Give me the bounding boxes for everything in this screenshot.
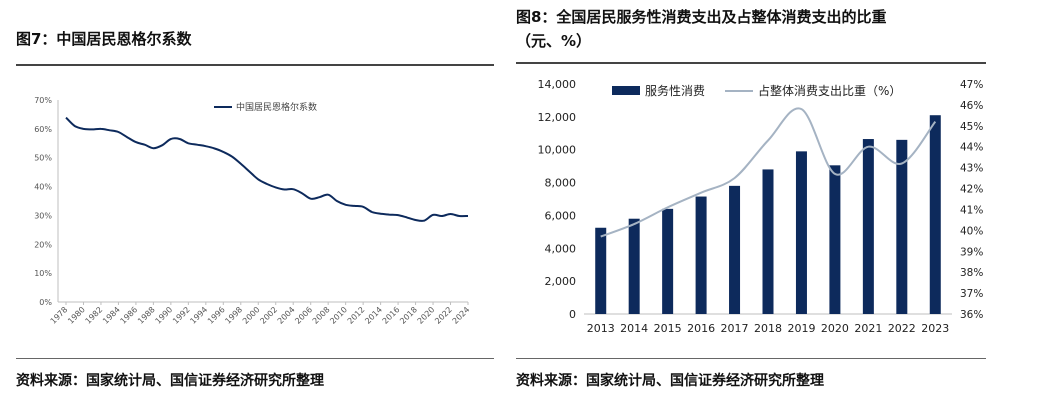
x-tick-label: 2021	[854, 322, 882, 335]
left-source-rule	[16, 358, 494, 359]
right-source-note: 资料来源：国家统计局、国信证券经济研究所整理	[516, 373, 824, 389]
y-left-tick-label: 6,000	[545, 209, 577, 222]
x-tick-label: 1998	[223, 305, 244, 326]
y-right-tick-label: 37%	[960, 288, 983, 300]
y-tick-label: 30%	[34, 211, 52, 220]
left-figure-panel: 图7：中国居民恩格尔系数 0% 10% 20% 30% 40% 50% 60% 70% 1978…	[0, 0, 500, 405]
service-consumption-bar	[862, 139, 874, 314]
y-right-tick-label: 36%	[960, 309, 983, 321]
engel-coefficient-chart: 0%10%20%30%40%50%60%70%19781980198219841…	[34, 96, 472, 326]
x-tick-label: 2023	[921, 322, 949, 335]
x-tick-label: 1984	[101, 305, 122, 326]
y-left-tick-label: 8,000	[545, 177, 577, 190]
x-tick-label: 2006	[293, 305, 314, 326]
y-tick-label: 50%	[34, 154, 52, 163]
y-right-tick-label: 46%	[960, 100, 983, 112]
x-tick-label: 1986	[119, 305, 140, 326]
x-tick-label: 2020	[416, 305, 437, 326]
y-tick-label: 40%	[34, 183, 52, 192]
y-left-tick-label: 12,000	[538, 111, 577, 124]
service-consumption-bar	[762, 169, 774, 314]
y-tick-label: 0%	[39, 298, 52, 307]
x-tick-label: 1978	[49, 305, 70, 326]
y-right-tick-label: 38%	[960, 267, 983, 279]
right-figure-panel: 图8：全国居民服务性消费支出及占整体消费支出的比重 （元、%） 0 2,000 4,…	[512, 0, 1061, 405]
y-left-tick-label: 10,000	[538, 144, 577, 157]
service-consumption-bar	[795, 151, 807, 314]
x-tick-label: 2016	[381, 305, 402, 326]
x-tick-label: 2004	[276, 305, 297, 326]
y-right-tick-label: 41%	[960, 204, 983, 216]
x-tick-label: 2013	[587, 322, 615, 335]
y-left-tick-label: 4,000	[545, 242, 577, 255]
service-consumption-bar	[695, 196, 707, 314]
left-figure-title: 图7：中国居民恩格尔系数	[16, 30, 192, 48]
y-left-tick-label: 2,000	[545, 275, 577, 288]
x-tick-label: 2020	[821, 322, 849, 335]
x-tick-label: 2016	[687, 322, 715, 335]
y-right-tick-label: 43%	[960, 163, 983, 175]
right-figure-title-line1: 图8：全国居民服务性消费支出及占整体消费支出的比重	[516, 8, 887, 26]
x-tick-label: 2024	[451, 305, 472, 326]
engel-series-line	[65, 116, 469, 222]
left-source-note: 资料来源：国家统计局、国信证券经济研究所整理	[16, 373, 324, 389]
x-tick-label: 1994	[188, 305, 209, 326]
x-tick-label: 2019	[787, 322, 815, 335]
y-right-tick-label: 47%	[960, 79, 983, 91]
service-consumption-bar	[662, 208, 674, 314]
y-tick-label: 10%	[34, 269, 52, 278]
x-tick-label: 2017	[721, 322, 749, 335]
x-tick-label: 2014	[620, 322, 648, 335]
y-right-tick-label: 42%	[960, 184, 983, 196]
y-tick-label: 70%	[34, 96, 52, 105]
x-tick-label: 1992	[171, 305, 192, 326]
y-tick-label: 20%	[34, 240, 52, 249]
x-tick-label: 2015	[654, 322, 682, 335]
x-tick-label: 2012	[346, 305, 367, 326]
right-source-rule	[516, 358, 986, 359]
right-title-rule	[516, 62, 986, 64]
service-consumption-bar	[729, 185, 741, 314]
service-consumption-chart: 0 2,000 4,000 6,000 8,000 10,000 12,000 14,000 3…	[538, 78, 984, 335]
x-tick-label: 2000	[241, 305, 262, 326]
service-consumption-bar	[896, 139, 908, 314]
y-tick-label: 60%	[34, 125, 52, 134]
x-tick-label: 2002	[258, 305, 279, 326]
y-right-tick-label: 45%	[960, 121, 983, 133]
x-tick-label: 1988	[136, 305, 157, 326]
x-tick-label: 2018	[398, 305, 419, 326]
legend-label-engel: 中国居民恩格尔系数	[236, 101, 317, 113]
legend-swatch-service	[612, 86, 640, 95]
x-tick-label: 1980	[66, 305, 87, 326]
y-right-tick-label: 44%	[960, 142, 983, 154]
right-figure-title-line2: （元、%）	[516, 32, 592, 50]
share-series-line	[600, 107, 937, 238]
x-tick-label: 1996	[206, 305, 227, 326]
service-consumption-bar	[628, 218, 640, 314]
y-left-tick-label: 0	[569, 308, 576, 321]
service-consumption-bar	[595, 227, 607, 314]
x-tick-label: 2008	[311, 305, 332, 326]
x-tick-label: 2010	[328, 305, 349, 326]
x-tick-label: 1982	[84, 305, 105, 326]
x-tick-label: 2022	[888, 322, 916, 335]
x-tick-label: 2018	[754, 322, 782, 335]
left-title-rule	[16, 64, 494, 66]
x-tick-label: 2014	[363, 305, 384, 326]
legend-label-service: 服务性消费	[645, 83, 705, 98]
y-right-tick-label: 39%	[960, 246, 983, 258]
x-tick-label: 1990	[154, 305, 175, 326]
service-consumption-bar	[929, 115, 941, 314]
service-consumption-bar	[829, 165, 841, 314]
x-tick-label: 2022	[433, 305, 454, 326]
legend-label-share: 占整体消费支出比重（%）	[758, 83, 901, 98]
y-right-tick-label: 40%	[960, 225, 983, 237]
y-left-tick-label: 14,000	[538, 78, 577, 91]
